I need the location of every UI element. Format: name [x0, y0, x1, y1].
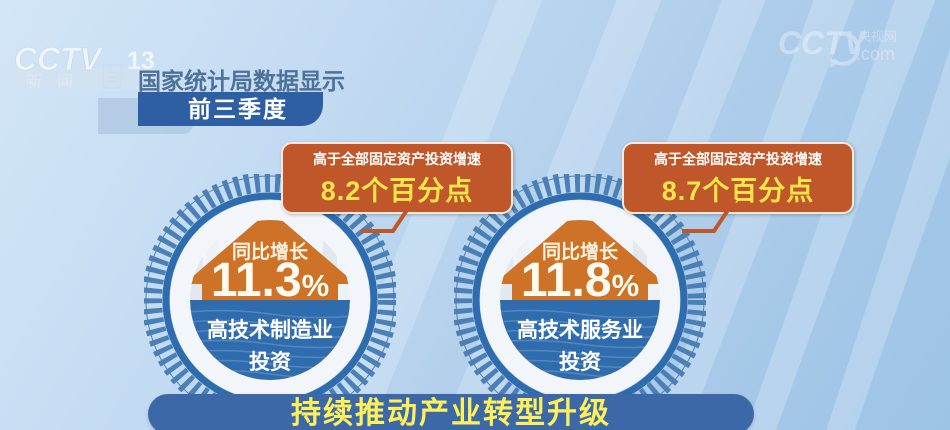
svg-text:央视网: 央视网 [858, 29, 897, 44]
svg-text:投资: 投资 [559, 350, 601, 374]
svg-text:投资: 投资 [249, 350, 291, 374]
svg-text:高技术制造业: 高技术制造业 [207, 318, 333, 342]
svg-text:.com: .com [856, 44, 895, 64]
svg-text:高技术服务业: 高技术服务业 [517, 318, 643, 342]
